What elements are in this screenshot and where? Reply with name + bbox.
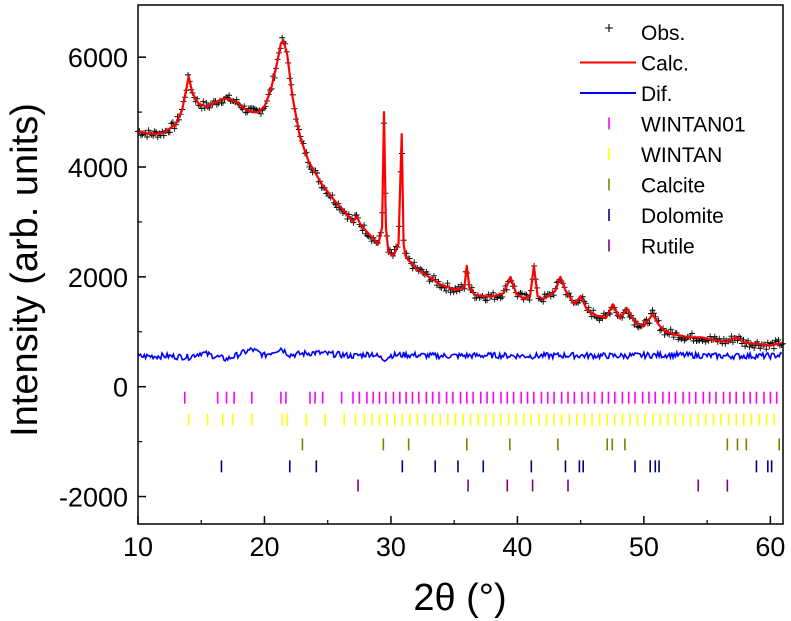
legend-marker (605, 24, 613, 32)
observed-point (279, 34, 286, 41)
profile-lines (137, 39, 784, 363)
observed-point (251, 105, 258, 112)
observed-point (198, 105, 205, 112)
observed-point (166, 129, 173, 136)
observed-point (490, 289, 497, 296)
observed-point (770, 345, 777, 352)
observed-point (200, 98, 207, 105)
observed-point (670, 334, 677, 341)
x-tick-label: 30 (376, 532, 406, 562)
y-tick-label: 4000 (68, 153, 128, 183)
legend: Obs. Calc. Dif. WINTAN01 WINTAN Calcite Dolomi… (580, 22, 746, 259)
observed-point (635, 324, 642, 331)
observed-point (257, 110, 264, 117)
calculated-line (137, 39, 784, 347)
plot-frame (137, 4, 784, 525)
observed-point (517, 290, 524, 297)
legend-label: Calc. (641, 53, 689, 76)
observed-point (518, 290, 525, 297)
x-tick-label: 20 (249, 532, 279, 562)
x-tick-label: 50 (629, 532, 659, 562)
observed-point (430, 272, 437, 279)
x-tick-label: 60 (755, 532, 785, 562)
observed-point (757, 345, 764, 352)
observed-point (526, 296, 533, 303)
observed-point (411, 259, 418, 266)
x-tick-label: 10 (123, 532, 153, 562)
observed-point (250, 105, 257, 112)
legend-label: WINTAN01 (641, 114, 746, 137)
observed-point (775, 336, 782, 343)
observed-point (203, 99, 210, 106)
observed-point (226, 92, 233, 99)
observed-point (667, 326, 674, 333)
legend-label: Rutile (641, 236, 695, 259)
observed-point (590, 307, 597, 314)
observed-point (484, 297, 491, 304)
observed-point (144, 133, 151, 140)
y-tick-label: 2000 (68, 263, 128, 293)
axes: 10 20 30 40 50 60 -2000 0 2000 4000 6000 (59, 43, 785, 562)
observed-point (751, 344, 758, 351)
observed-point (681, 337, 688, 344)
legend-label: Obs. (641, 22, 685, 45)
observed-point (497, 295, 504, 302)
observed-point (693, 337, 700, 344)
difference-line (137, 346, 783, 363)
y-tick-label: -2000 (59, 483, 128, 513)
observed-point (746, 343, 753, 350)
observed-point (219, 99, 226, 106)
y-axis-label: Intensity (arb. units) (4, 103, 46, 437)
observed-point (145, 127, 152, 134)
observed-point (168, 120, 175, 127)
observed-point (763, 346, 770, 353)
observed-point (491, 296, 498, 303)
observed-point (688, 330, 695, 337)
legend-label: Dif. (641, 83, 673, 106)
observed-point (444, 280, 451, 287)
observed-point (138, 132, 145, 139)
observed-point (169, 119, 176, 126)
observed-point (154, 134, 161, 141)
observed-point (729, 339, 736, 346)
y-tick-label: 0 (113, 373, 128, 403)
reflection-ticks (183, 391, 781, 492)
observed-point (649, 307, 656, 314)
observed-point (728, 333, 735, 340)
observed-point (631, 321, 638, 328)
x-axis-label: 2θ (°) (413, 577, 506, 619)
observed-point (742, 343, 749, 350)
observed-point (657, 327, 664, 334)
y-tick-label: 6000 (68, 43, 128, 73)
observed-point (458, 281, 465, 288)
observed-point (443, 287, 450, 294)
legend-label: WINTAN (641, 144, 722, 167)
observed-point (499, 293, 506, 300)
x-tick-label: 40 (502, 532, 532, 562)
observed-point (333, 204, 340, 211)
legend-label: Calcite (641, 175, 705, 198)
legend-label: Dolomite (641, 205, 724, 228)
observed-point (522, 291, 528, 298)
observed-point (242, 109, 249, 116)
